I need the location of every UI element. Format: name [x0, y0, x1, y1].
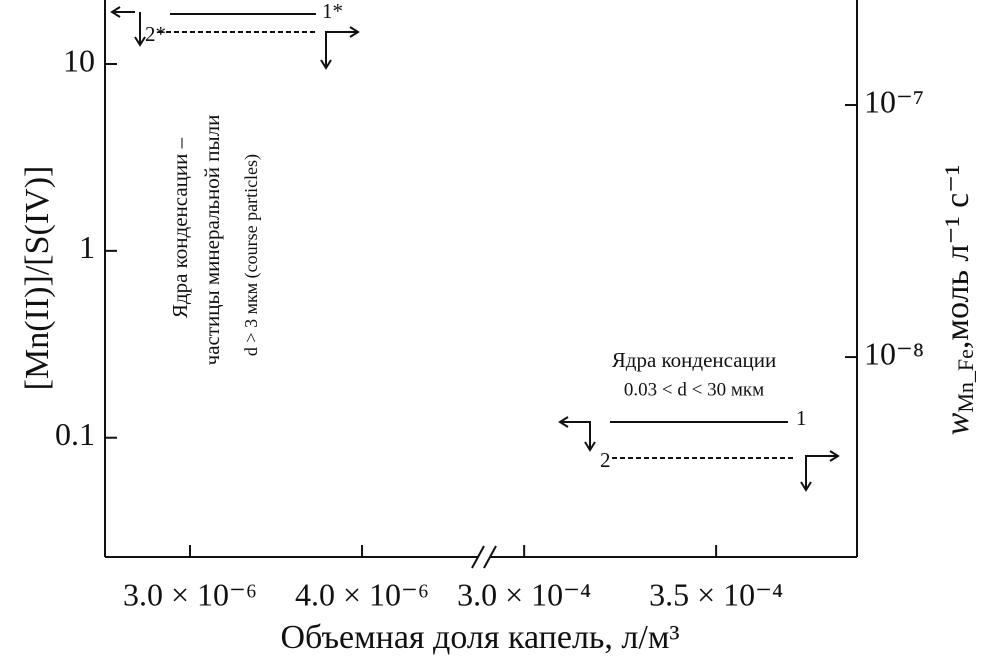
axis-break [471, 545, 485, 569]
arrow [320, 26, 360, 70]
annotation: Ядра конденсации – частицы минеральной п… [168, 115, 262, 366]
y-tick-label: 1 [79, 229, 95, 265]
legend-label: 1 [796, 406, 807, 430]
x-tick-label: 3.5 × 10⁻⁴ [649, 576, 783, 612]
x-tick-label: 3.0 × 10⁻⁶ [123, 576, 257, 612]
y2-subscript: Mn_Fe [953, 349, 978, 413]
legend-label: 1* [322, 0, 343, 23]
annotation-line: Ядра конденсации [612, 348, 777, 372]
annotation-line: d > 3 мкм (course particles) [241, 154, 262, 356]
annotation-line: Ядра конденсации – [168, 137, 192, 318]
x-tick-label: 4.0 × 10⁻⁶ [295, 576, 429, 612]
annotation-line: 0.03 < d < 30 мкм [624, 379, 764, 400]
y-axis-label: [Mn(II)]/[S(IV)] [19, 166, 56, 391]
annotation-line: частицы минеральной пыли [200, 115, 224, 366]
arrow [110, 6, 146, 47]
y2-symbol: w [939, 412, 976, 435]
arrow [558, 416, 596, 452]
y-tick-label: 10 [63, 42, 95, 78]
legend-label: 2 [600, 448, 611, 472]
y2-tick-label: 10⁻⁷ [864, 83, 924, 119]
y2-tick-label: 10⁻⁸ [864, 335, 924, 371]
x-axis-label: Объемная доля капель, л/м³ [280, 619, 679, 656]
y-tick-label: 0.1 [55, 416, 95, 452]
axis-break [483, 545, 497, 569]
arrow [800, 450, 840, 492]
y2-unit: ,моль л⁻¹ с⁻¹ [939, 165, 976, 349]
y2-axis-label: wMn_Fe,моль л⁻¹ с⁻¹ [939, 165, 978, 436]
legend-label: 2* [145, 22, 166, 46]
x-tick-label: 3.0 × 10⁻⁴ [457, 576, 591, 612]
